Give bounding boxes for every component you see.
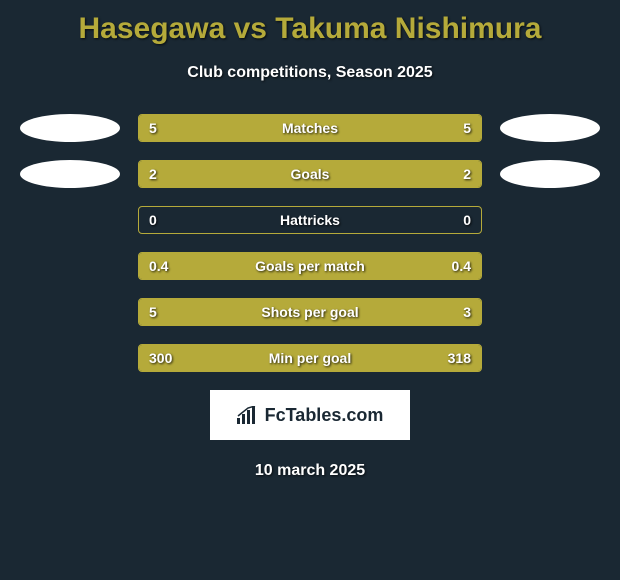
stat-bar: 0 Hattricks 0 (138, 206, 482, 234)
stat-bar-left-fill (139, 161, 310, 187)
ellipse-spacer (500, 344, 600, 372)
player-left-ellipse (20, 114, 120, 142)
stat-label: Hattricks (280, 212, 340, 228)
stat-row: 0 Hattricks 0 (0, 206, 620, 234)
stat-rows: 5 Matches 5 2 Goals 2 0 Hattricks 0 0.4 Goals per … (0, 114, 620, 372)
stat-right-value: 5 (463, 120, 471, 136)
stat-bar: 5 Shots per goal 3 (138, 298, 482, 326)
stat-left-value: 0 (149, 212, 157, 228)
stat-right-value: 3 (463, 304, 471, 320)
branding-text: FcTables.com (265, 405, 384, 426)
player-left-ellipse (20, 160, 120, 188)
stat-label: Min per goal (269, 350, 351, 366)
stat-row: 300 Min per goal 318 (0, 344, 620, 372)
player-right-ellipse (500, 160, 600, 188)
stat-row: 5 Shots per goal 3 (0, 298, 620, 326)
player-right-ellipse (500, 114, 600, 142)
stat-bar: 5 Matches 5 (138, 114, 482, 142)
stat-left-value: 0.4 (149, 258, 168, 274)
ellipse-spacer (500, 252, 600, 280)
stat-row: 0.4 Goals per match 0.4 (0, 252, 620, 280)
stat-right-value: 2 (463, 166, 471, 182)
stat-bar-right-fill (351, 299, 481, 325)
stat-left-value: 5 (149, 120, 157, 136)
stat-label: Goals (291, 166, 330, 182)
stat-left-value: 2 (149, 166, 157, 182)
stat-bar: 300 Min per goal 318 (138, 344, 482, 372)
stat-row: 2 Goals 2 (0, 160, 620, 188)
stat-label: Goals per match (255, 258, 365, 274)
ellipse-spacer (20, 206, 120, 234)
chart-icon (237, 406, 259, 424)
stat-right-value: 0 (463, 212, 471, 228)
comparison-title: Hasegawa vs Takuma Nishimura (0, 0, 620, 46)
stat-label: Shots per goal (261, 304, 358, 320)
ellipse-spacer (20, 344, 120, 372)
stat-left-value: 5 (149, 304, 157, 320)
ellipse-spacer (20, 252, 120, 280)
stat-bar: 2 Goals 2 (138, 160, 482, 188)
ellipse-spacer (500, 298, 600, 326)
comparison-date: 10 march 2025 (0, 462, 620, 480)
comparison-subtitle: Club competitions, Season 2025 (0, 64, 620, 82)
ellipse-spacer (20, 298, 120, 326)
stat-row: 5 Matches 5 (0, 114, 620, 142)
stat-right-value: 0.4 (452, 258, 471, 274)
stat-right-value: 318 (448, 350, 471, 366)
stat-label: Matches (282, 120, 338, 136)
stat-left-value: 300 (149, 350, 172, 366)
stat-bar-right-fill (310, 161, 481, 187)
ellipse-spacer (500, 206, 600, 234)
branding-badge: FcTables.com (210, 390, 410, 440)
stat-bar: 0.4 Goals per match 0.4 (138, 252, 482, 280)
